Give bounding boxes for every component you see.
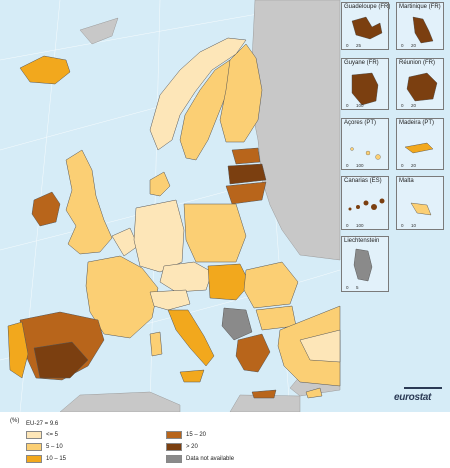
inset-label: Açores (PT) [344, 120, 377, 126]
inset-label: Malta [399, 178, 414, 184]
region-estonia [231, 147, 261, 165]
inset-map [350, 147, 381, 160]
region-cyprus [305, 387, 323, 399]
region-benelux [111, 227, 139, 257]
region-germany [133, 199, 185, 273]
inset-guyane: Guyane (FR) 0 100 [341, 58, 389, 110]
scale-end: 10 [411, 223, 417, 228]
region-spain-south [33, 341, 89, 379]
scale-end: 100 [356, 223, 364, 228]
legend-label: 10 – 15 [46, 456, 67, 462]
inset-map [404, 142, 434, 154]
inset-label: Martinique (FR) [399, 4, 441, 10]
legend-swatch [26, 443, 42, 451]
legend-swatch [166, 455, 182, 463]
region-finland [219, 43, 263, 143]
legend-label: 5 – 10 [46, 444, 63, 450]
scale-end: 5 [356, 285, 359, 290]
inset-map [348, 198, 385, 211]
region-italy-north [149, 289, 191, 311]
legend-label: Data not available [186, 456, 235, 462]
region-united-kingdom [65, 149, 113, 255]
scale-start: 0 [346, 103, 349, 108]
scale-end: 100 [356, 163, 364, 168]
legend-item: > 20 [166, 443, 198, 451]
inset-map [412, 16, 434, 44]
scale-start: 0 [346, 163, 349, 168]
legend-label: <= 5 [46, 432, 59, 438]
inset-label: Madeira (PT) [399, 120, 435, 126]
inset-map [410, 202, 432, 216]
inset-malta: Malta 0 10 [396, 176, 444, 230]
legend-swatch [26, 431, 42, 439]
legend-item: <= 5 [26, 431, 58, 439]
region-czechia-austria [159, 261, 213, 293]
legend-label: 15 – 20 [186, 432, 207, 438]
legend-item: 10 – 15 [26, 455, 66, 463]
legend-label: > 20 [186, 444, 198, 450]
inset-label: Guyane (FR) [344, 60, 379, 66]
scale-end: 20 [411, 103, 417, 108]
region-slovakia-hungary [207, 263, 251, 301]
scale-end: 20 [411, 43, 417, 48]
inset-reunion: Réunion (FR) 0 20 [396, 58, 444, 110]
region-turkey-east [299, 329, 341, 363]
region-ireland [31, 191, 61, 227]
legend-unit: (%) [10, 418, 20, 424]
inset-label: Liechtenstein [344, 238, 380, 244]
scale-start: 0 [346, 223, 349, 228]
region-latvia [227, 163, 267, 185]
region-greece [235, 333, 271, 373]
region-romania [243, 261, 299, 309]
inset-map [351, 16, 383, 40]
inset-acores: Açores (PT) 0 100 [341, 118, 389, 170]
region-portugal [7, 321, 29, 379]
legend-swatch [26, 455, 42, 463]
legend-swatch [166, 443, 182, 451]
scale-start: 0 [401, 163, 404, 168]
scale-end: 25 [356, 43, 362, 48]
inset-madeira: Madeira (PT) 0 20 [396, 118, 444, 170]
inset-canarias: Canarias (ES) 0 100 [341, 176, 389, 230]
scale-end: 20 [411, 163, 417, 168]
scale-start: 0 [401, 43, 404, 48]
main-map [0, 0, 341, 412]
region-france [85, 255, 159, 339]
region-balkans-no-data [221, 307, 253, 341]
region-lithuania [225, 181, 267, 205]
scale-start: 0 [346, 285, 349, 290]
legend-item: 15 – 20 [166, 431, 206, 439]
scale-start: 0 [401, 103, 404, 108]
eu-average: EU-27 = 9.6 [26, 421, 59, 427]
legend-item: 5 – 10 [26, 443, 63, 451]
inset-label: Guadeloupe (FR) [344, 4, 391, 10]
eurostat-logo: eurostat [394, 392, 432, 403]
region-iceland [19, 55, 71, 85]
inset-liechtenstein: Liechtenstein 0 5 [341, 236, 389, 292]
scale-end: 100 [356, 103, 364, 108]
region-crete [251, 389, 277, 399]
inset-map [353, 248, 373, 282]
eurostat-logo-mark [404, 387, 442, 389]
legend-swatch [166, 431, 182, 439]
inset-label: Réunion (FR) [399, 60, 436, 66]
legend: (%) [0, 412, 450, 468]
region-denmark [149, 171, 171, 197]
region-sicily [179, 369, 205, 383]
map-frame: Guadeloupe (FR) 0 25 Martinique (FR) 0 2… [0, 0, 450, 412]
region-sardinia [149, 331, 163, 357]
inset-label: Canarias (ES) [344, 178, 382, 184]
scale-start: 0 [401, 223, 404, 228]
region-italy-south [167, 309, 215, 367]
inset-guadeloupe: Guadeloupe (FR) 0 25 [341, 2, 391, 50]
region-poland [183, 203, 247, 263]
inset-map [351, 72, 379, 106]
legend-item: Data not available [166, 455, 234, 463]
inset-martinique: Martinique (FR) 0 20 [396, 2, 444, 50]
scale-start: 0 [346, 43, 349, 48]
inset-map [406, 72, 438, 102]
